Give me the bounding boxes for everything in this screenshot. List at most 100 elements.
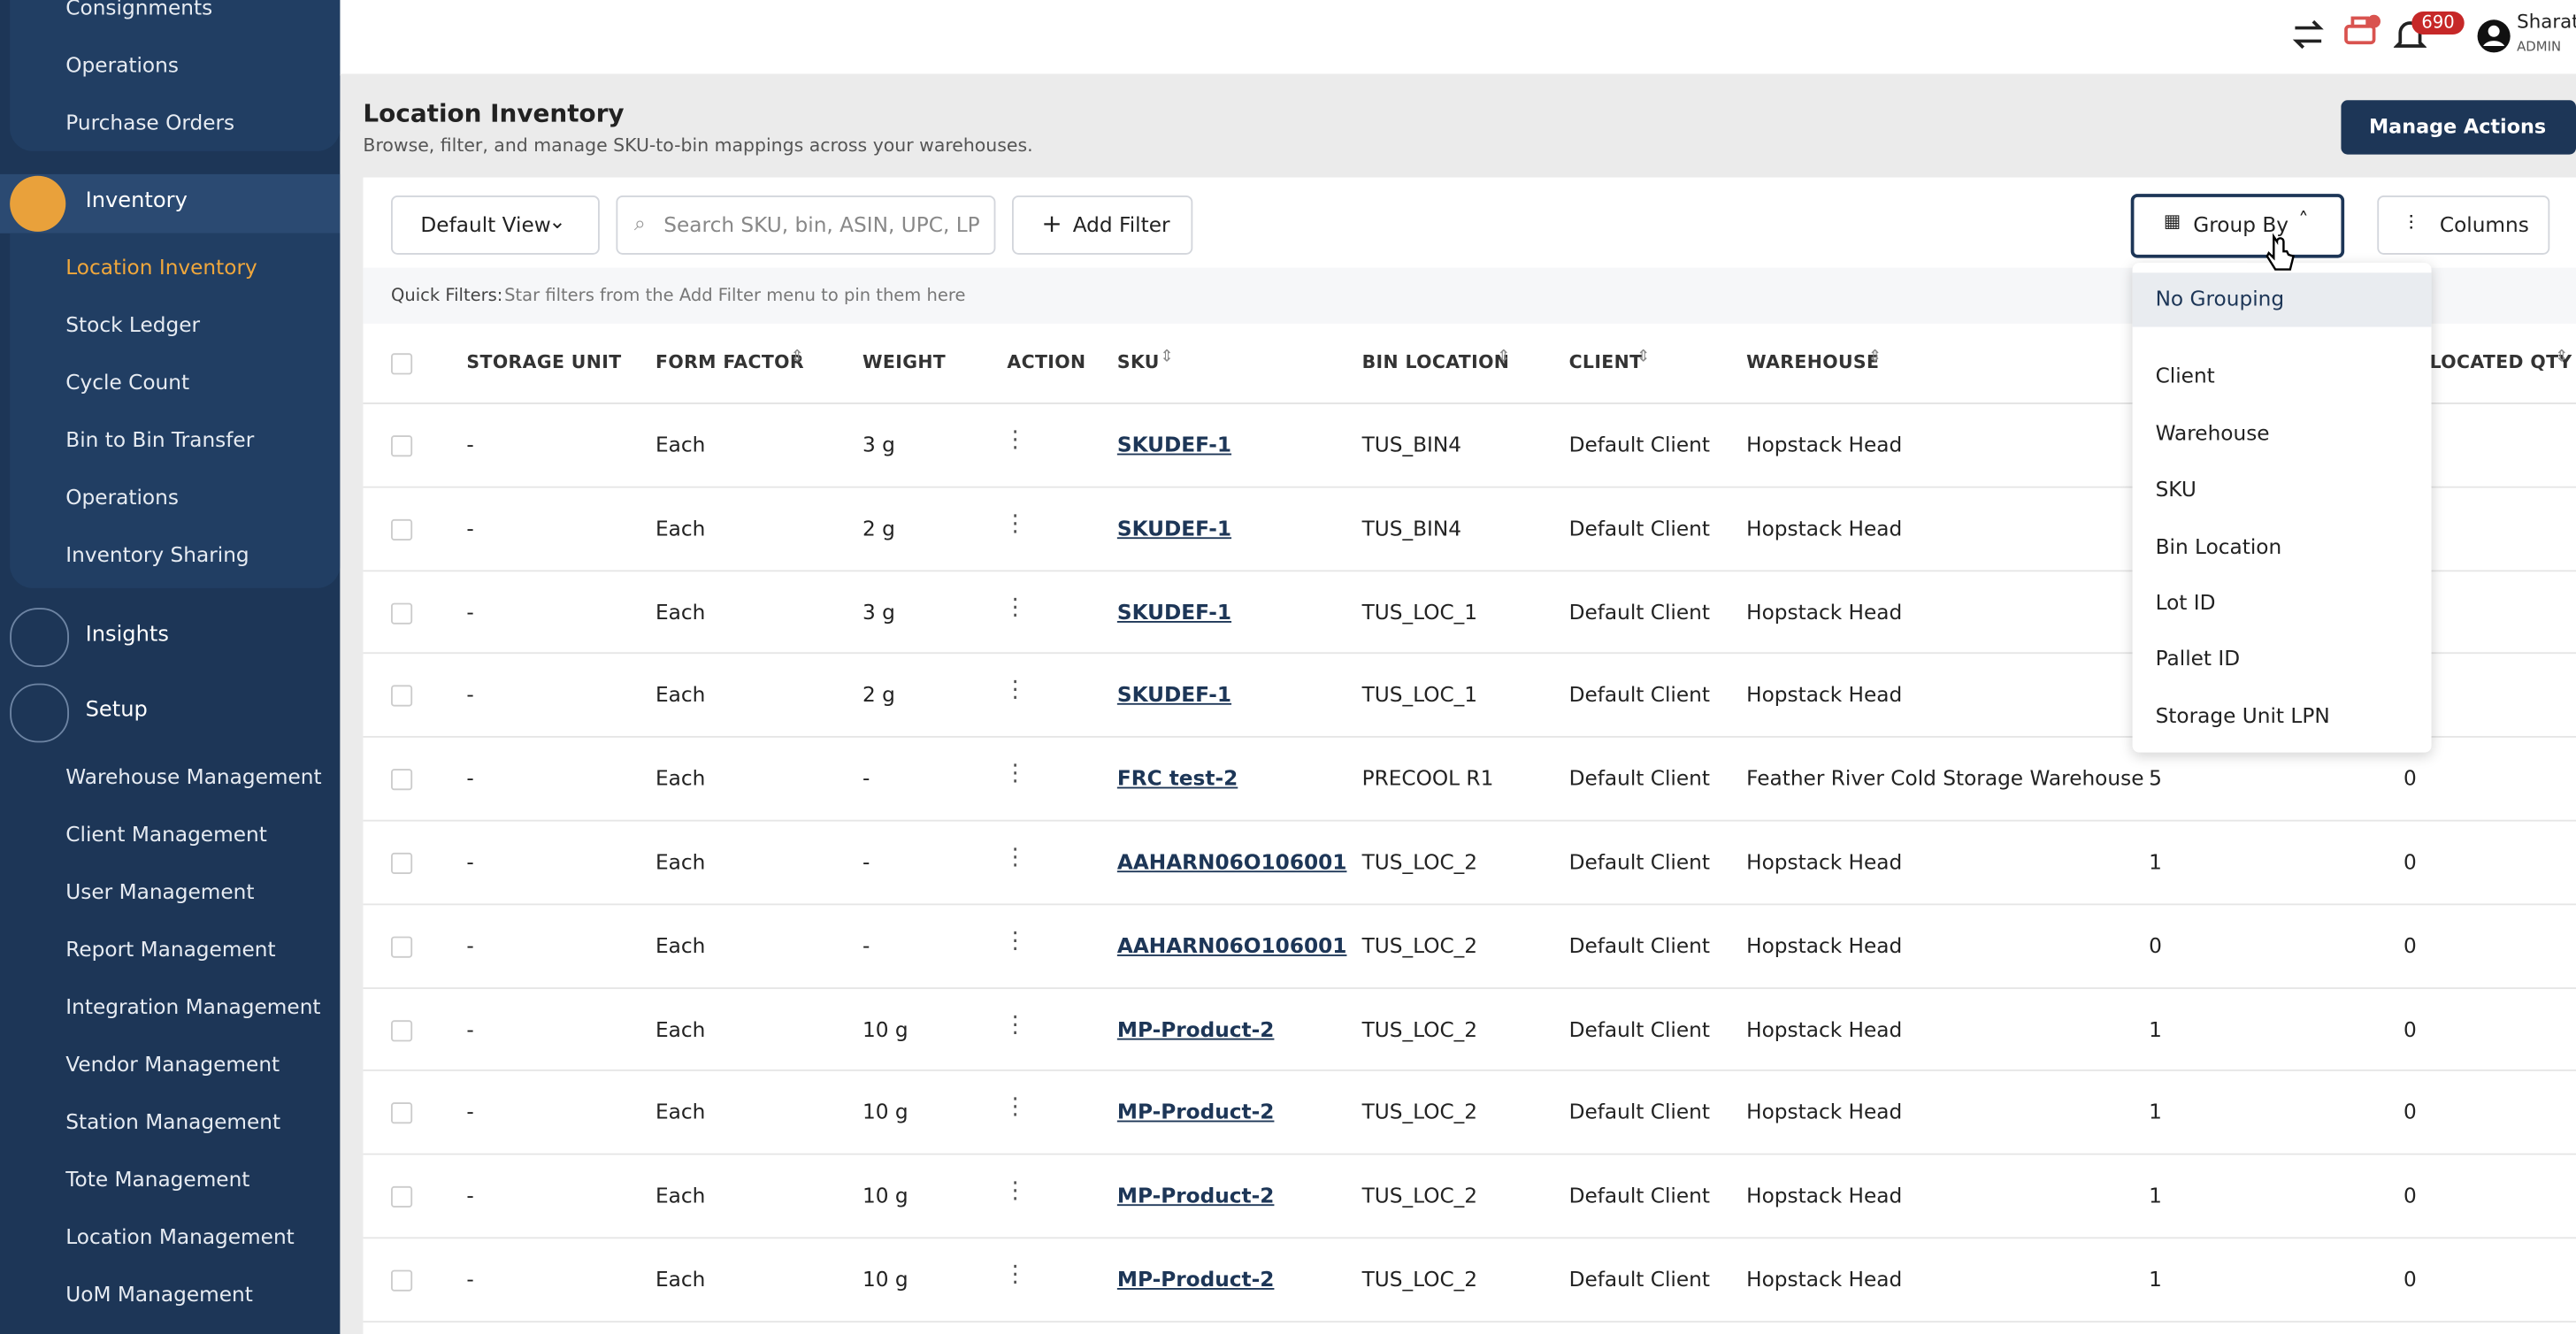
column-header[interactable]: WEIGHT: [862, 351, 947, 373]
nav-item[interactable]: Cycle Count: [65, 369, 190, 395]
row-checkbox[interactable]: [391, 518, 413, 540]
nav-section[interactable]: Insights: [85, 622, 169, 648]
column-header[interactable]: FORM FACTOR: [656, 351, 805, 373]
column-header[interactable]: STORAGE UNIT: [466, 351, 622, 373]
column-header[interactable]: ACTION: [1007, 351, 1086, 373]
cell: Hopstack Head: [1746, 1100, 1903, 1125]
notification-badge: 690: [2411, 12, 2465, 35]
sku-link[interactable]: SKUDEF-1: [1116, 432, 1232, 457]
sku-link[interactable]: SKUDEF-1: [1116, 515, 1232, 540]
sku-link[interactable]: MP-Product-2: [1116, 1183, 1275, 1208]
row-action[interactable]: ⋮: [1003, 510, 1027, 537]
cell: TUS_LOC_1: [1361, 599, 1478, 624]
row-action[interactable]: ⋮: [1003, 1011, 1027, 1038]
row-action[interactable]: ⋮: [1003, 927, 1027, 954]
cell: Hopstack Head: [1746, 515, 1903, 540]
transfer-icon[interactable]: [2290, 17, 2327, 53]
user-icon[interactable]: [2476, 18, 2512, 54]
nav-item[interactable]: Location Inventory: [65, 254, 257, 280]
nav-item[interactable]: Vendor Management: [65, 1051, 280, 1077]
sku-link[interactable]: FRC test-2: [1116, 765, 1238, 791]
nav-item[interactable]: Operations: [65, 484, 179, 510]
nav-item[interactable]: Report Management: [65, 936, 276, 962]
row-checkbox[interactable]: [391, 769, 413, 791]
row-checkbox[interactable]: [391, 602, 413, 624]
row-checkbox[interactable]: [391, 1269, 413, 1292]
menu-option[interactable]: Storage Unit LPN: [2155, 702, 2330, 728]
sort-icon[interactable]: ⇕: [1636, 348, 1651, 367]
printer-icon[interactable]: [2341, 13, 2381, 53]
column-header[interactable]: CLIENT: [1568, 351, 1643, 373]
row-checkbox[interactable]: [391, 936, 413, 958]
row-checkbox[interactable]: [391, 435, 413, 457]
menu-option[interactable]: Client: [2155, 363, 2215, 388]
row-checkbox[interactable]: [391, 686, 413, 708]
nav-item[interactable]: Operations: [65, 52, 179, 78]
sku-link[interactable]: SKUDEF-1: [1116, 599, 1232, 624]
row-action[interactable]: ⋮: [1003, 426, 1027, 454]
column-header[interactable]: SKU: [1116, 351, 1160, 373]
sort-icon[interactable]: ⇕: [1160, 348, 1174, 367]
cell: Hopstack Head: [1746, 599, 1903, 624]
menu-option[interactable]: Warehouse: [2155, 420, 2270, 446]
manage-actions-button[interactable]: Manage Actions: [2341, 100, 2576, 155]
menu-option[interactable]: SKU: [2155, 476, 2196, 502]
row-action[interactable]: ⋮: [1003, 1177, 1027, 1205]
nav-item[interactable]: Tote Management: [65, 1166, 250, 1192]
nav-section[interactable]: Inventory: [85, 188, 188, 214]
nav-item[interactable]: Bin to Bin Transfer: [65, 426, 255, 452]
add-filter-button[interactable]: + Add Filter: [1012, 196, 1193, 255]
nav-item[interactable]: Inventory Sharing: [65, 541, 249, 567]
search-input[interactable]: ⌕ Search SKU, bin, ASIN, UPC, LP: [616, 196, 996, 255]
sku-link[interactable]: MP-Product-2: [1116, 1016, 1275, 1041]
sku-link[interactable]: AAHARN06O106001: [1116, 849, 1347, 875]
header-checkbox[interactable]: [391, 353, 413, 375]
row-action[interactable]: ⋮: [1003, 1094, 1027, 1122]
sort-icon[interactable]: ⇕: [790, 348, 804, 367]
sku-link[interactable]: SKUDEF-1: [1116, 682, 1232, 708]
cell: -: [466, 849, 474, 875]
nav-item[interactable]: Stock Ledger: [65, 311, 201, 337]
column-header[interactable]: BIN LOCATION: [1361, 351, 1510, 373]
row-checkbox[interactable]: [391, 852, 413, 875]
menu-option[interactable]: No Grouping: [2155, 286, 2285, 311]
menu-option[interactable]: Bin Location: [2155, 533, 2282, 559]
nav-item[interactable]: Client Management: [65, 821, 267, 847]
row-border: [363, 653, 2576, 655]
row-checkbox[interactable]: [391, 1102, 413, 1125]
sku-link[interactable]: AAHARN06O106001: [1116, 932, 1347, 958]
menu-option[interactable]: Pallet ID: [2155, 645, 2241, 671]
group-by-button[interactable]: ▦ Group By ˄: [2130, 194, 2345, 258]
sort-icon[interactable]: ⇕: [1496, 348, 1511, 367]
sku-link[interactable]: MP-Product-2: [1116, 1266, 1275, 1292]
row-action[interactable]: ⋮: [1003, 844, 1027, 871]
sort-icon[interactable]: ⇕: [2554, 348, 2569, 367]
chevron: ⌄: [548, 208, 566, 234]
nav-item[interactable]: Integration Management: [65, 993, 321, 1019]
row-checkbox[interactable]: [391, 1019, 413, 1041]
nav-item[interactable]: Consignments: [65, 0, 213, 20]
nav-item[interactable]: Location Management: [65, 1223, 295, 1249]
sku-link[interactable]: MP-Product-2: [1116, 1100, 1275, 1125]
row-action[interactable]: ⋮: [1003, 677, 1027, 704]
nav-item[interactable]: Purchase Orders: [65, 110, 235, 135]
nav-item[interactable]: Warehouse Management: [65, 763, 322, 789]
row-action[interactable]: ⋮: [1003, 594, 1027, 621]
nav-item[interactable]: User Management: [65, 878, 255, 904]
row-action[interactable]: ⋮: [1003, 761, 1027, 787]
sort-icon[interactable]: ⇕: [1867, 348, 1882, 367]
column-header[interactable]: WAREHOUSE: [1746, 351, 1880, 373]
nav-item[interactable]: Station Management: [65, 1108, 281, 1134]
cell: 10 g: [862, 1183, 908, 1208]
view-select[interactable]: Default View ⌄: [391, 196, 600, 255]
columns-button[interactable]: ⫶ Columns: [2377, 196, 2550, 255]
nav-section[interactable]: Setup: [85, 698, 148, 724]
row-checkbox[interactable]: [391, 1186, 413, 1208]
column-header[interactable]: ALLOCATED QTY: [2404, 351, 2572, 373]
row-border: [363, 569, 2576, 571]
selected-option: [2132, 272, 2432, 327]
menu-option[interactable]: Lot ID: [2155, 589, 2216, 615]
row-action[interactable]: ⋮: [1003, 1261, 1027, 1289]
cell: TUS_LOC_1: [1361, 682, 1478, 708]
nav-item[interactable]: UoM Management: [65, 1281, 253, 1307]
